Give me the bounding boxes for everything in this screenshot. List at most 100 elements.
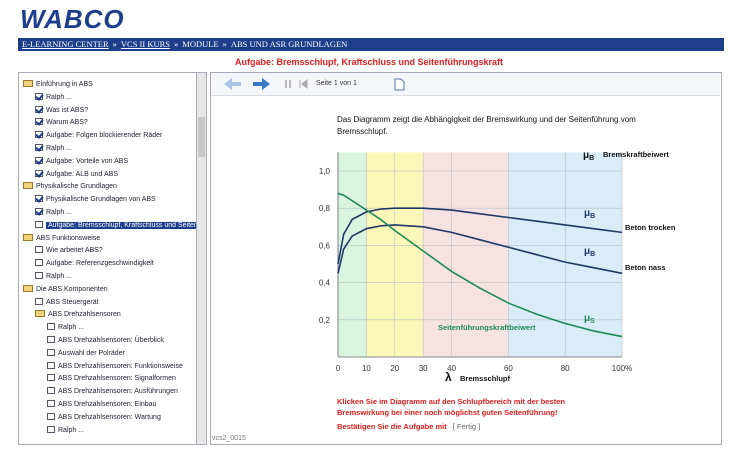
tree-item[interactable]: ABS Funktionsweise <box>23 233 100 245</box>
scroll-thumb[interactable] <box>198 117 205 157</box>
tree-icon <box>47 400 55 407</box>
first-button[interactable] <box>299 78 308 90</box>
tree-icon <box>35 131 43 139</box>
tree-icon <box>35 169 43 177</box>
tree-icon <box>35 208 43 215</box>
tree-icon <box>47 425 55 433</box>
tree-label: ABS Drehzahlsensoren: Überblick <box>58 337 164 344</box>
tree-item[interactable]: ABS Drehzahlsensoren: Signalformen <box>47 373 176 385</box>
symbol-char: μ <box>584 208 590 219</box>
tree-label: Ralph ... <box>58 426 85 434</box>
symbol: μB <box>583 150 594 162</box>
tree-item[interactable]: Die ABS Komponenten <box>23 284 108 296</box>
x-tick-label: 100% <box>612 364 632 373</box>
tree-icon <box>47 336 55 343</box>
pause-button[interactable] <box>289 80 291 88</box>
x-tick-label: 10 <box>362 364 371 373</box>
instruction-line: Bremswirkung bei einer noch möglichst gu… <box>337 408 558 417</box>
tree-label: Auswahl der Polräder <box>58 349 125 357</box>
tree-icon <box>47 348 55 356</box>
course-tree: Einführung in ABS Ralph ... Was ist ABS? Wa… <box>18 72 197 445</box>
x-tick-label: 0 <box>336 364 341 373</box>
x-tick-label: 80 <box>561 364 570 373</box>
tree-icon <box>47 323 55 331</box>
breadcrumb-item[interactable]: MODULE <box>182 39 219 49</box>
tree-item[interactable]: ABS Drehzahlsensoren <box>35 309 121 321</box>
series-label: Seitenführungskraftbeiwert <box>438 323 536 332</box>
tree-icon <box>35 310 45 318</box>
curve <box>337 192 623 338</box>
x-tick-label: 30 <box>419 364 428 373</box>
tree-item[interactable]: Ralph ... <box>35 143 72 155</box>
tree-icon <box>35 246 43 254</box>
tree-icon <box>35 259 43 267</box>
tree-icon <box>35 272 43 279</box>
tree-item[interactable]: Auswahl der Polräder <box>47 348 125 360</box>
task-title: Aufgabe: Bremsschlupf, Kraftschluss und … <box>234 57 504 67</box>
tree-item[interactable]: Aufgabe: Referenzgeschwindigkeit <box>35 258 154 270</box>
tree-icon <box>35 144 43 151</box>
tree-item[interactable]: Wie arbeitet ABS? <box>35 245 103 257</box>
confirm: Bestätigen Sie die Aufgabe mit [ Fertig ] <box>337 422 480 431</box>
breadcrumb-item: ABS UND ASR GRUNDLAGEN <box>230 39 348 49</box>
instruction: Klicken Sie im Diagramm auf den Schlupfb… <box>337 396 565 418</box>
tree-item[interactable]: ABS Drehzahlsensoren: Funktionsweise <box>47 361 183 373</box>
x-tick-label: 20 <box>390 364 399 373</box>
tree-label: Die ABS Komponenten <box>36 285 108 293</box>
tree-label: ABS Steuergerät <box>46 298 99 306</box>
y-tick-label: 1,0 <box>319 167 331 176</box>
tree-label: Aufgabe: Vorteile von ABS <box>46 157 129 165</box>
tree-label: ABS Funktionsweise <box>36 234 101 242</box>
tree-item[interactable]: Physikalische Grundlagen von ABS <box>35 194 156 206</box>
forward-button[interactable] <box>253 78 270 90</box>
tree-item[interactable]: Aufgabe: Bremsschlupf, Kraftschluss und … <box>35 220 196 232</box>
symbol-char: λ <box>445 370 452 384</box>
logo: WABCO <box>20 4 125 34</box>
tree-item[interactable]: Einführung in ABS <box>23 79 93 91</box>
scrollbar[interactable] <box>196 72 207 445</box>
tree-icon <box>35 195 43 203</box>
tree-item[interactable]: Ralph ... <box>35 207 72 219</box>
curve <box>337 207 623 265</box>
tree-label: Aufgabe: Bremsschlupf, Kraftschluss und … <box>46 221 196 229</box>
tree-item[interactable]: Was ist ABS? <box>35 105 88 117</box>
tree-label: Ralph ... <box>58 324 85 332</box>
tree-item[interactable]: Ralph ... <box>35 271 72 283</box>
x-axis-title: Bremsschlupf <box>460 374 511 383</box>
tree-label: ABS Drehzahlsensoren: Signalformen <box>58 375 176 383</box>
tree-item[interactable]: Aufgabe: Vorteile von ABS <box>35 156 128 168</box>
done-button[interactable]: [ Fertig ] <box>452 422 481 431</box>
tree-icon <box>35 297 43 305</box>
document-icon[interactable] <box>394 78 405 91</box>
tree-icon <box>23 233 33 241</box>
tree-label: Physikalische Grundlagen <box>36 183 117 191</box>
tree-label: ABS Drehzahlsensoren: Ausführungen <box>58 388 178 396</box>
symbol-sub: B <box>590 251 595 258</box>
back-button[interactable] <box>224 78 241 90</box>
slip-zone[interactable] <box>423 152 509 357</box>
tree-item[interactable]: ABS Drehzahlsensoren: Überblick <box>47 335 164 347</box>
breadcrumb-item[interactable]: VCS II KURS <box>120 39 171 49</box>
tree-item[interactable]: Ralph ... <box>47 322 84 334</box>
tree-item[interactable]: Aufgabe: Folgen blockierender Räder <box>35 130 162 142</box>
symbol-sub: B <box>589 155 594 162</box>
tree-item[interactable]: Warum ABS? <box>35 117 88 129</box>
breadcrumb-item[interactable]: E-LEARNING CENTER <box>22 39 109 49</box>
tree-item[interactable]: Ralph ... <box>35 92 72 104</box>
tree-label: Ralph ... <box>46 145 73 152</box>
breadcrumb-separator: » <box>222 39 227 49</box>
tree-item[interactable]: Ralph ... <box>47 425 84 437</box>
toolbar-icons[interactable] <box>224 78 405 91</box>
symbol: μS <box>584 313 595 325</box>
tree-item[interactable]: ABS Drehzahlsensoren: Einbau <box>47 399 156 411</box>
tree-item[interactable]: Physikalische Grundlagen <box>23 181 117 193</box>
symbol-char: μ <box>583 150 589 161</box>
tree-item[interactable]: ABS Drehzahlsensoren: Wartung <box>47 412 161 424</box>
tree-item[interactable]: ABS Drehzahlsensoren: Ausführungen <box>47 386 178 398</box>
tree-item[interactable]: Aufgabe: ALB und ABS <box>35 169 118 181</box>
tree-item[interactable]: ABS Steuergerät <box>35 297 99 309</box>
breadcrumb-separator: » <box>112 39 117 49</box>
pause-button[interactable] <box>285 80 287 88</box>
